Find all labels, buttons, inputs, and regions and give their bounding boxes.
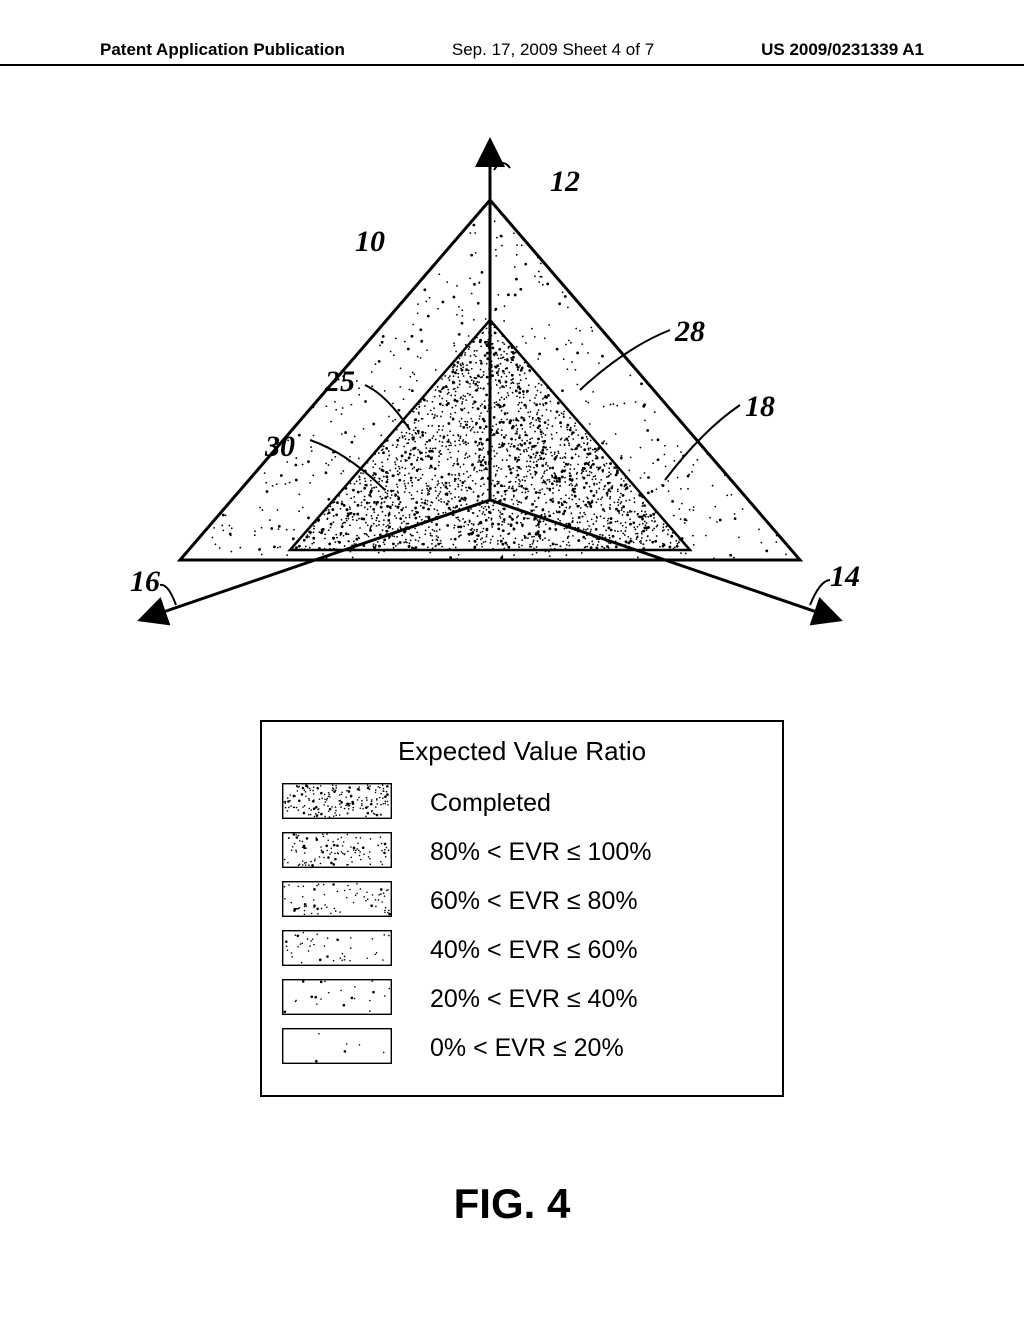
legend-swatch <box>282 930 402 971</box>
figure-caption: FIG. 4 <box>0 1180 1024 1228</box>
header-row: Patent Application Publication Sep. 17, … <box>0 40 1024 60</box>
header-center: Sep. 17, 2009 Sheet 4 of 7 <box>452 40 654 60</box>
legend-swatch <box>282 881 402 922</box>
header-right: US 2009/0231339 A1 <box>761 40 924 60</box>
legend-label: 0% < EVR ≤ 20% <box>430 1034 624 1063</box>
legend-row: Completed <box>282 783 762 824</box>
ref-label: 30 <box>265 430 295 464</box>
legend-title: Expected Value Ratio <box>282 736 762 767</box>
header-left: Patent Application Publication <box>100 40 345 60</box>
legend-box: Expected Value Ratio Completed 80% < EVR … <box>260 720 784 1097</box>
ref-label: 28 <box>675 315 705 349</box>
page-header: Patent Application Publication Sep. 17, … <box>0 40 1024 66</box>
legend-swatch <box>282 979 402 1020</box>
legend-rows: Completed 80% < EVR ≤ 100% 60% < EVR ≤ 80%… <box>282 783 762 1069</box>
legend-row: 80% < EVR ≤ 100% <box>282 832 762 873</box>
legend-label: 80% < EVR ≤ 100% <box>430 838 651 867</box>
legend-label: 20% < EVR ≤ 40% <box>430 985 638 1014</box>
ref-label: 18 <box>745 390 775 424</box>
ref-label: 14 <box>830 560 860 594</box>
legend-row: 20% < EVR ≤ 40% <box>282 979 762 1020</box>
legend-label: Completed <box>430 789 551 818</box>
legend-row: 60% < EVR ≤ 80% <box>282 881 762 922</box>
legend-row: 0% < EVR ≤ 20% <box>282 1028 762 1069</box>
legend-label: 40% < EVR ≤ 60% <box>430 936 638 965</box>
ref-label: 12 <box>550 165 580 199</box>
ref-label: 25 <box>325 365 355 399</box>
legend-swatch <box>282 1028 402 1069</box>
ref-label: 16 <box>130 565 160 599</box>
legend-label: 60% < EVR ≤ 80% <box>430 887 638 916</box>
ref-label: 10 <box>355 225 385 259</box>
legend-swatch <box>282 783 402 824</box>
legend-row: 40% < EVR ≤ 60% <box>282 930 762 971</box>
legend-swatch <box>282 832 402 873</box>
